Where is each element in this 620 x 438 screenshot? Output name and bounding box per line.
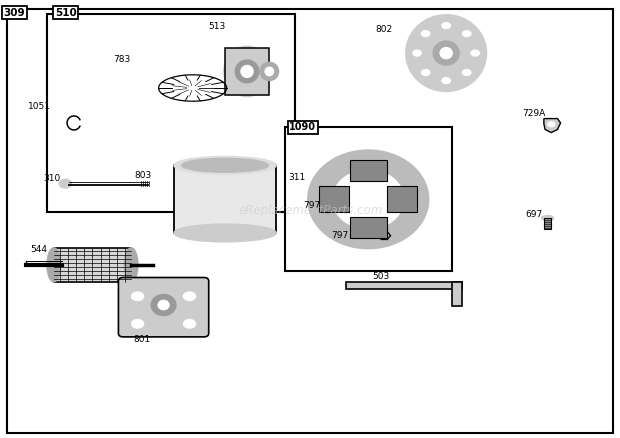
Text: 1090: 1090 [289, 122, 316, 132]
Ellipse shape [147, 111, 153, 128]
Ellipse shape [47, 248, 61, 282]
Polygon shape [350, 217, 387, 238]
Ellipse shape [124, 248, 138, 282]
Ellipse shape [95, 115, 110, 124]
Polygon shape [319, 186, 349, 212]
Ellipse shape [182, 158, 268, 172]
Ellipse shape [151, 294, 176, 315]
Circle shape [184, 292, 196, 300]
Circle shape [381, 233, 388, 238]
Ellipse shape [333, 170, 404, 229]
Circle shape [131, 319, 144, 328]
Text: 544: 544 [31, 245, 48, 254]
Ellipse shape [158, 300, 169, 310]
Ellipse shape [541, 215, 554, 221]
Ellipse shape [224, 46, 270, 96]
Ellipse shape [174, 156, 276, 174]
Bar [47, 14, 294, 212]
Ellipse shape [236, 60, 259, 83]
Bar [225, 48, 269, 95]
Text: 729A: 729A [522, 109, 546, 118]
Circle shape [131, 292, 144, 300]
Text: 697: 697 [525, 210, 542, 219]
Circle shape [421, 70, 430, 76]
Circle shape [59, 179, 71, 188]
Bar [285, 127, 453, 272]
Bar [544, 218, 551, 229]
Circle shape [463, 70, 471, 76]
Bar [54, 248, 131, 282]
Circle shape [184, 319, 196, 328]
Text: 801: 801 [133, 335, 151, 343]
Polygon shape [350, 160, 387, 181]
Ellipse shape [86, 109, 120, 130]
Text: 309: 309 [4, 8, 25, 18]
Text: 1051: 1051 [29, 102, 51, 111]
Ellipse shape [265, 67, 273, 76]
Ellipse shape [260, 62, 278, 81]
Ellipse shape [406, 15, 486, 91]
Text: eReplacementParts.com: eReplacementParts.com [238, 204, 383, 217]
Ellipse shape [241, 65, 253, 78]
Polygon shape [388, 186, 417, 212]
Text: 510: 510 [55, 8, 77, 18]
Text: 503: 503 [373, 272, 390, 281]
Circle shape [547, 122, 555, 127]
Text: 513: 513 [209, 22, 226, 32]
Polygon shape [544, 119, 560, 133]
Text: 797: 797 [331, 231, 348, 240]
Ellipse shape [157, 111, 164, 128]
Circle shape [442, 78, 451, 84]
Ellipse shape [142, 111, 148, 128]
Ellipse shape [153, 111, 159, 128]
Ellipse shape [433, 41, 459, 65]
Ellipse shape [440, 47, 453, 59]
Ellipse shape [174, 224, 276, 242]
Ellipse shape [111, 109, 138, 130]
Text: 797A: 797A [303, 201, 327, 210]
Text: 783: 783 [113, 55, 130, 64]
Text: 802: 802 [376, 25, 393, 34]
Bar [346, 282, 462, 289]
Bar [174, 165, 276, 233]
Text: 310: 310 [43, 174, 61, 184]
Circle shape [442, 22, 451, 28]
Circle shape [463, 31, 471, 37]
Circle shape [471, 50, 479, 56]
Text: 803: 803 [135, 171, 152, 180]
Ellipse shape [308, 150, 428, 248]
Ellipse shape [137, 111, 143, 128]
Text: 311: 311 [288, 173, 305, 182]
Ellipse shape [184, 85, 202, 92]
Bar [452, 282, 462, 306]
Ellipse shape [119, 115, 130, 124]
Circle shape [413, 50, 422, 56]
FancyBboxPatch shape [118, 278, 209, 337]
Circle shape [421, 31, 430, 37]
